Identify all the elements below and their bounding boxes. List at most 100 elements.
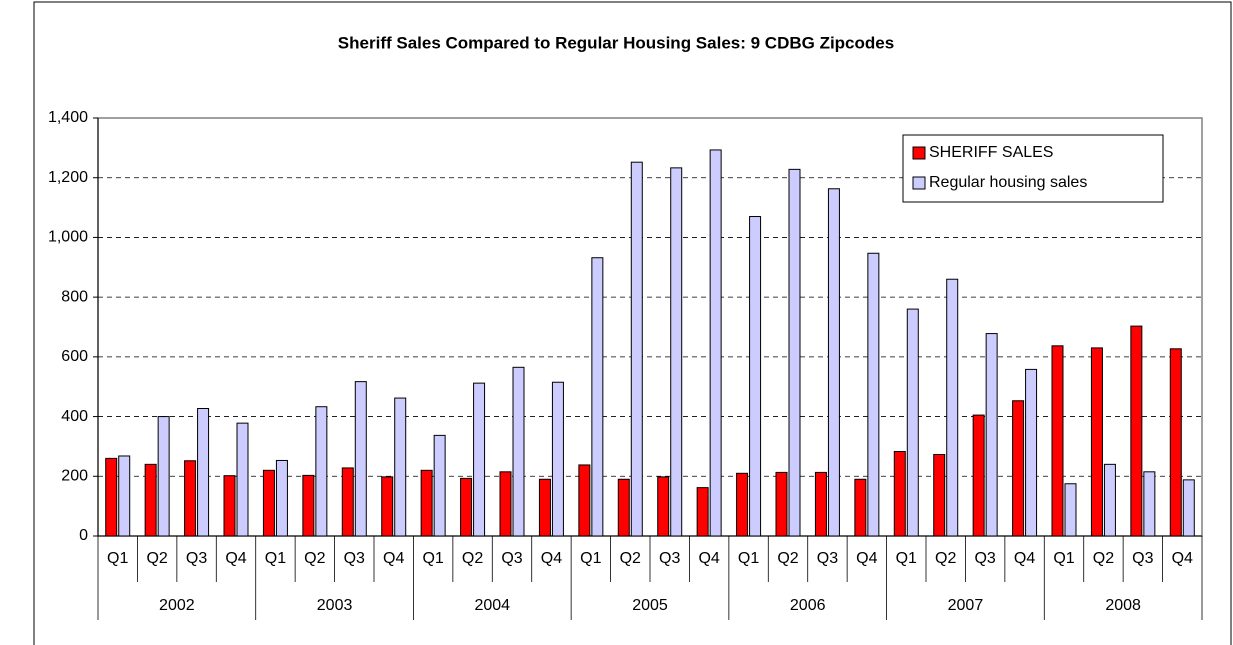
y-tick-label: 800: [61, 288, 88, 305]
bar: [854, 478, 867, 537]
bar: [578, 464, 591, 537]
x-tick-label: Q2: [620, 550, 641, 567]
bar: [223, 475, 236, 537]
x-tick-label: Q3: [186, 550, 207, 567]
bar: [236, 422, 249, 537]
bar: [460, 477, 473, 537]
bar: [788, 168, 801, 537]
y-tick-label: 200: [61, 468, 88, 485]
x-tick-label: Q3: [501, 550, 522, 567]
bar: [1103, 463, 1116, 537]
bar: [591, 257, 604, 537]
bar: [1064, 483, 1077, 537]
bar: [394, 397, 407, 537]
x-tick-label: Q4: [856, 550, 877, 567]
legend-box: [902, 134, 1164, 203]
y-tick-label: 400: [61, 408, 88, 425]
chart-title: Sheriff Sales Compared to Regular Housin…: [338, 33, 894, 52]
x-group-label: 2007: [948, 597, 984, 614]
y-tick-label: 600: [61, 348, 88, 365]
bar: [1130, 325, 1143, 537]
x-tick-label: Q1: [107, 550, 128, 567]
bar: [473, 382, 486, 537]
bar: [315, 406, 328, 537]
x-tick-label: Q4: [1014, 550, 1035, 567]
bar: [1025, 368, 1038, 537]
bar: [538, 478, 551, 537]
x-tick-label: Q1: [265, 550, 286, 567]
x-tick-label: Q3: [659, 550, 680, 567]
x-tick-label: Q4: [698, 550, 719, 567]
y-tick-label: 0: [79, 527, 88, 544]
x-tick-label: Q4: [383, 550, 404, 567]
bar: [827, 188, 840, 537]
bar: [1090, 347, 1103, 537]
legend-swatch: [912, 146, 926, 160]
x-group-label: 2002: [159, 597, 195, 614]
legend-swatch: [912, 176, 926, 190]
bar: [157, 416, 170, 537]
x-tick-label: Q1: [738, 550, 759, 567]
bar: [144, 463, 157, 537]
bar: [696, 487, 709, 537]
x-tick-label: Q2: [462, 550, 483, 567]
bar: [381, 476, 394, 537]
bar: [499, 471, 512, 537]
x-group-label: 2005: [632, 597, 668, 614]
x-group-label: 2004: [474, 597, 510, 614]
bar: [657, 476, 670, 537]
bar: [670, 167, 683, 537]
bar: [551, 381, 564, 537]
bar: [105, 457, 118, 537]
bar: [420, 469, 433, 537]
bar: [1012, 400, 1025, 537]
bar: [197, 408, 210, 537]
bar: [275, 459, 288, 537]
bar: [118, 455, 131, 537]
y-tick-label: 1,000: [48, 229, 88, 246]
bar: [933, 453, 946, 537]
bar: [709, 149, 722, 537]
bar: [1182, 479, 1195, 537]
x-tick-label: Q4: [541, 550, 562, 567]
bar: [867, 252, 880, 537]
x-tick-label: Q2: [935, 550, 956, 567]
bar: [1051, 345, 1064, 537]
x-tick-label: Q2: [777, 550, 798, 567]
x-group-label: 2006: [790, 597, 826, 614]
x-tick-label: Q2: [146, 550, 167, 567]
bar: [893, 451, 906, 537]
bar: [972, 414, 985, 537]
bar: [341, 467, 354, 537]
bar: [736, 472, 749, 537]
y-tick-label: 1,200: [48, 169, 88, 186]
bar: [302, 474, 315, 537]
bar: [630, 161, 643, 537]
x-tick-label: Q2: [1093, 550, 1114, 567]
x-tick-label: Q2: [304, 550, 325, 567]
x-tick-label: Q1: [1053, 550, 1074, 567]
bar: [512, 366, 525, 537]
bar: [814, 471, 827, 537]
x-tick-label: Q3: [974, 550, 995, 567]
bar: [1143, 471, 1156, 537]
bar: [946, 278, 959, 537]
bar: [775, 471, 788, 537]
x-tick-label: Q1: [422, 550, 443, 567]
legend-label: SHERIFF SALES: [929, 144, 1053, 161]
x-tick-label: Q3: [817, 550, 838, 567]
bar: [184, 460, 197, 537]
x-tick-label: Q1: [580, 550, 601, 567]
x-tick-label: Q4: [225, 550, 246, 567]
bar: [617, 478, 630, 537]
y-tick-label: 1,400: [48, 109, 88, 126]
bar: [749, 216, 762, 537]
legend-label: Regular housing sales: [929, 174, 1087, 191]
x-tick-label: Q3: [1132, 550, 1153, 567]
bar: [906, 308, 919, 537]
bar: [433, 434, 446, 537]
x-group-label: 2008: [1105, 597, 1141, 614]
x-tick-label: Q1: [896, 550, 917, 567]
x-tick-label: Q3: [344, 550, 365, 567]
